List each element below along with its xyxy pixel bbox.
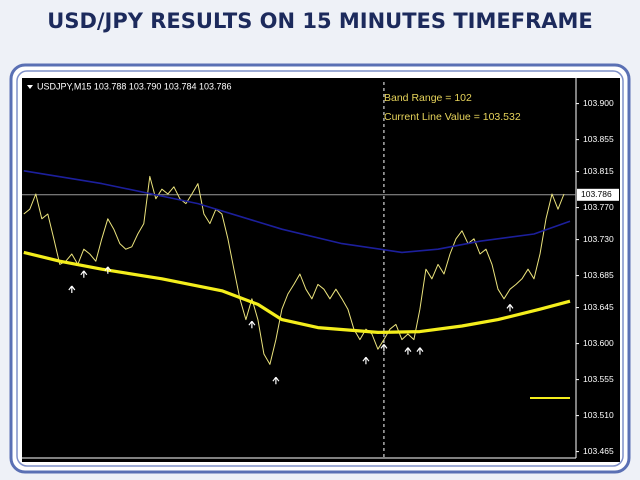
y-tick-label: 103.815 <box>583 166 614 176</box>
y-tick-label: 103.645 <box>583 302 614 312</box>
signal-arrow <box>416 347 424 355</box>
annotation: Current Line Value = 103.532 <box>384 111 521 123</box>
y-tick-label: 103.855 <box>583 134 614 144</box>
signal-arrow <box>248 320 256 329</box>
menu-triangle <box>27 85 33 89</box>
plot-background <box>22 78 620 462</box>
signal-arrow <box>506 304 514 312</box>
annotation: Band Range = 102 <box>384 92 472 104</box>
signal-arrow <box>68 285 76 293</box>
y-tick-label: 103.685 <box>583 270 614 280</box>
current-price-box <box>577 188 619 201</box>
y-tick-label: 103.770 <box>583 202 614 212</box>
y-tick-label: 103.555 <box>583 374 614 384</box>
signal-arrow <box>272 376 280 385</box>
line-series <box>23 250 571 334</box>
y-tick-label: 103.900 <box>583 98 614 108</box>
y-tick-label: 103.600 <box>583 338 614 348</box>
y-tick-label: 103.510 <box>583 410 614 420</box>
y-tick-label: 103.730 <box>583 234 614 244</box>
signal-arrow <box>80 270 88 278</box>
current-price-label: 103.786 <box>581 189 612 199</box>
symbol-header: USDJPY,M15 103.788 103.790 103.784 103.7… <box>37 81 232 91</box>
chart-title: USD/JPY RESULTS ON 15 MINUTES TIMEFRAME <box>47 9 592 33</box>
line-series <box>23 175 565 365</box>
line-series <box>23 170 571 254</box>
inner-frame <box>16 70 624 467</box>
signal-arrow <box>362 356 370 365</box>
signal-arrow <box>380 344 388 352</box>
signal-arrow <box>104 266 112 274</box>
signal-arrow <box>404 347 412 355</box>
y-tick-label: 103.465 <box>583 446 614 456</box>
